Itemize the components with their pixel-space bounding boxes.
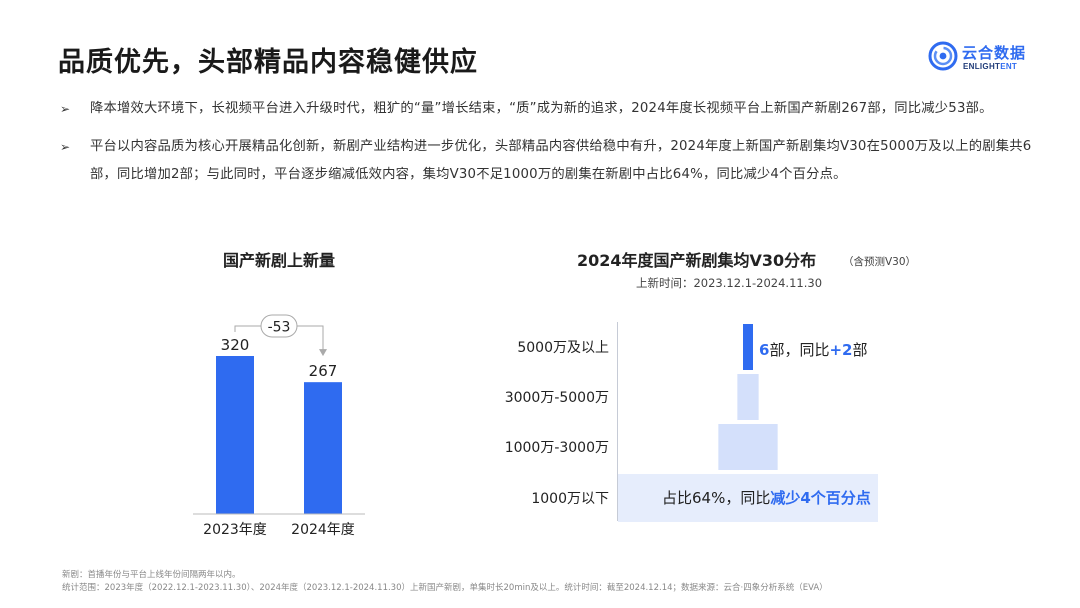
tick-label: 1000万以下 [531, 491, 609, 507]
enlightent-logo: 云合数据 ENLIGHTENT [928, 41, 1038, 77]
bar [216, 356, 254, 514]
bar [737, 374, 759, 420]
bullet-item: ➢ 平台以内容品质为核心开展精品化创新，新剧产业结构进一步优化，头部精品内容供给… [60, 133, 1040, 189]
footnote-definition: 新剧：首播年份与平台上线年份间隔两年以内。 [62, 570, 241, 580]
footnotes: 新剧：首播年份与平台上线年份间隔两年以内。 统计范围：2023年度（2022.1… [62, 569, 828, 595]
top-tier-annotation: 6部，同比+2部 [759, 341, 867, 359]
tick-label: 1000万-3000万 [505, 440, 609, 456]
annotation-text: 部 [852, 341, 867, 359]
tick-label: 2023年度 [203, 522, 267, 538]
chart-title-note: （含预测V30） [843, 255, 916, 268]
chart-title: 国产新剧上新量 [223, 251, 335, 270]
bar [618, 474, 878, 522]
bar [304, 382, 342, 514]
change-label: -53 [268, 320, 291, 336]
bullet-text: 降本增效大环境下，长视频平台进入升级时代，粗犷的“量”增长结束，“质”成为新的追… [90, 101, 993, 116]
bullet-item: ➢ 降本增效大环境下，长视频平台进入升级时代，粗犷的“量”增长结束，“质”成为新… [60, 95, 1040, 123]
arrow-down-icon [319, 349, 327, 357]
logo-text-cn: 云合数据 [962, 44, 1027, 62]
bullet-arrow-icon: ➢ [60, 102, 71, 116]
change-badge [260, 314, 298, 338]
chart-subtitle: 上新时间：2023.12.1-2024.11.30 [636, 276, 822, 290]
annotation-accent: +2 [829, 341, 852, 359]
tick-label: 2024年度 [291, 522, 355, 538]
data-label: 267 [309, 362, 338, 380]
annotation-accent: 6 [759, 341, 769, 359]
data-label: 320 [221, 336, 250, 354]
tick-label: 3000万-5000万 [505, 390, 609, 406]
bullet-arrow-icon: ➢ [60, 140, 71, 154]
logo-icon [928, 41, 958, 71]
footnote-source: 统计范围：2023年度（2022.12.1-2023.11.30）、2024年度… [62, 583, 828, 593]
page-title: 品质优先，头部精品内容稳健供应 [58, 47, 478, 78]
tick-label: 5000万及以上 [517, 340, 609, 356]
bar [718, 424, 778, 470]
chart-title: 2024年度国产新剧集均V30分布 [577, 251, 816, 270]
bullet-text: 平台以内容品质为核心开展精品化创新，新剧产业结构进一步优化，头部精品内容供给稳中… [90, 139, 1032, 182]
logo-text-en: ENLIGHTENT [963, 62, 1018, 71]
annotation-text: 部，同比 [769, 341, 829, 359]
low-tier-annotation: 占比64%，同比减少4个百分点 [662, 489, 871, 507]
annotation-text: 占比64%，同比 [662, 489, 770, 507]
bar [743, 324, 753, 370]
bullet-list: ➢ 降本增效大环境下，长视频平台进入升级时代，粗犷的“量”增长结束，“质”成为新… [60, 95, 1040, 199]
annotation-accent: 减少4个百分点 [770, 489, 870, 507]
